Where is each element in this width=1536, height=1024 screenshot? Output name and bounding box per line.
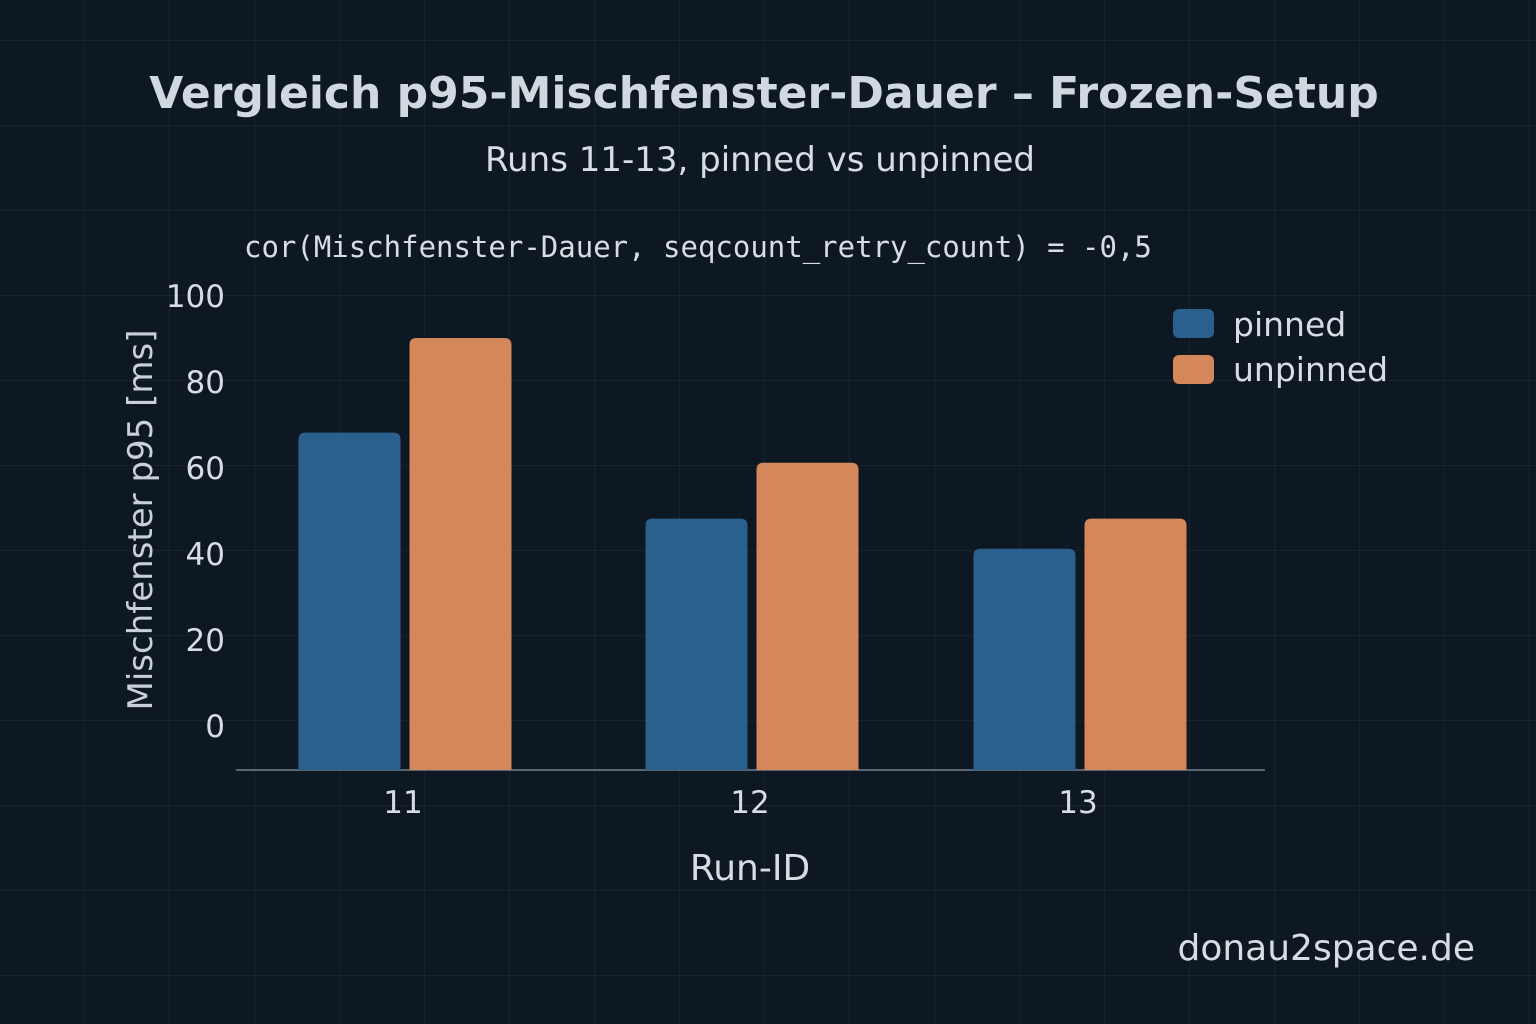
y-tick-label: 20 [186,623,225,659]
bar-unpinned-12 [756,462,859,770]
chart-subtitle: Runs 11-13, pinned vs unpinned [485,140,1035,180]
y-tick-label: 40 [186,537,225,573]
legend-label-pinned: pinned [1233,305,1346,344]
legend-swatch-pinned [1173,309,1214,338]
bar-unpinned-13 [1084,518,1187,770]
bar-pinned-13 [973,548,1076,770]
x-tick-label: 12 [730,785,769,821]
legend-swatch-unpinned [1173,355,1214,384]
legend-label-unpinned: unpinned [1233,350,1388,389]
correlation-annotation: cor(Mischfenster-Dauer, seqcount_retry_c… [244,230,1152,265]
bar-pinned-11 [298,432,401,770]
bar-pinned-12 [645,518,748,770]
y-tick-label: 80 [186,365,225,401]
watermark: donau2space.de [1177,928,1475,969]
y-axis-label: Mischfenster p95 [ms] [121,330,161,711]
y-tick-label: 0 [205,709,225,745]
y-tick-label: 60 [186,451,225,487]
y-tick-label: 100 [166,279,225,315]
x-tick-label: 11 [383,785,422,821]
bar-unpinned-11 [409,338,512,770]
x-tick-label: 13 [1058,785,1097,821]
chart-title: Vergleich p95-Mischfenster-Dauer – Froze… [149,68,1379,119]
legend: pinned unpinned [1173,305,1388,389]
x-axis-label: Run-ID [690,848,810,889]
